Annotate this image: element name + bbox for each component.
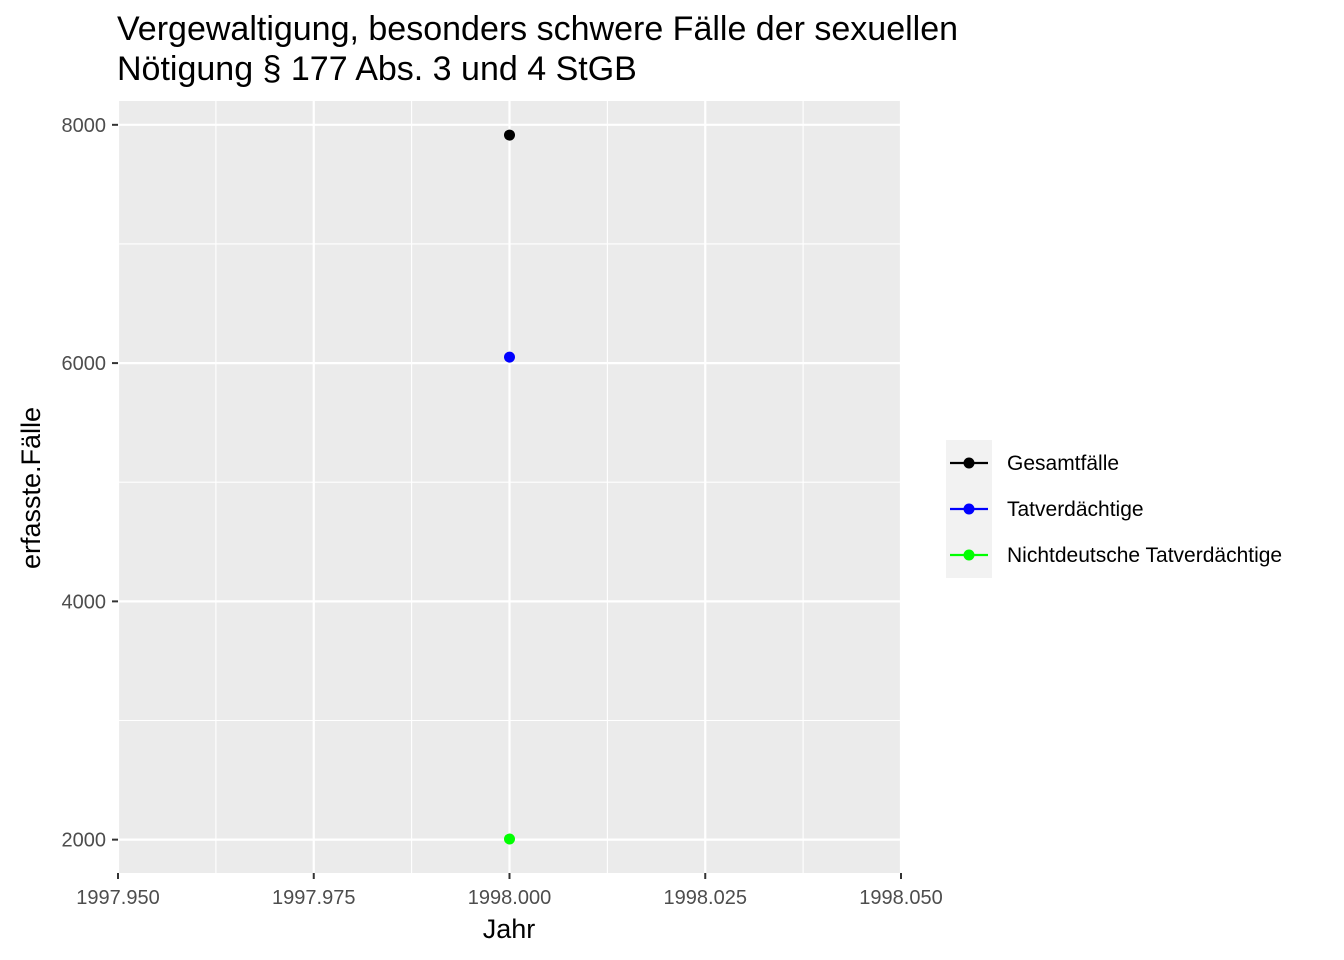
legend-key-point: [963, 457, 975, 469]
y-tick-label: 4000: [62, 591, 107, 613]
y-tick-label: 2000: [62, 830, 107, 852]
x-tick-label: 1998.050: [859, 887, 942, 909]
legend: Gesamtfälle Tatverdächtige Nichtdeutsche T…: [946, 440, 1282, 578]
legend-label: Gesamtfälle: [1007, 452, 1119, 475]
legend-key-point: [963, 549, 975, 561]
data-points: [504, 129, 515, 845]
x-axis-title: Jahr: [483, 914, 536, 944]
grid-lines: [116, 101, 903, 873]
legend-label: Tatverdächtige: [1007, 498, 1144, 521]
y-tick-label: 8000: [62, 115, 107, 137]
data-point-series-1: [504, 351, 515, 363]
data-point-series-0: [504, 129, 515, 141]
y-tick-label: 6000: [62, 353, 107, 375]
axes: 1997.950 1997.975 1998.000 1998.025 1998.050…: [62, 115, 943, 909]
legend-key-point: [963, 503, 975, 515]
data-point-series-2: [504, 833, 515, 845]
legend-label: Nichtdeutsche Tatverdächtige: [1007, 544, 1282, 567]
y-axis-title: erfasste.Fälle: [16, 407, 46, 569]
chart-title-line-2: Nötigung § 177 Abs. 3 und 4 StGB: [117, 50, 637, 88]
x-tick-label: 1998.000: [468, 887, 551, 909]
x-tick-label: 1997.975: [272, 887, 355, 909]
chart-title: Vergewaltigung, besonders schwere Fälle …: [117, 10, 958, 88]
x-tick-label: 1997.950: [76, 887, 159, 909]
chart-title-line-1: Vergewaltigung, besonders schwere Fälle …: [117, 10, 958, 48]
x-tick-label: 1998.025: [664, 887, 747, 909]
